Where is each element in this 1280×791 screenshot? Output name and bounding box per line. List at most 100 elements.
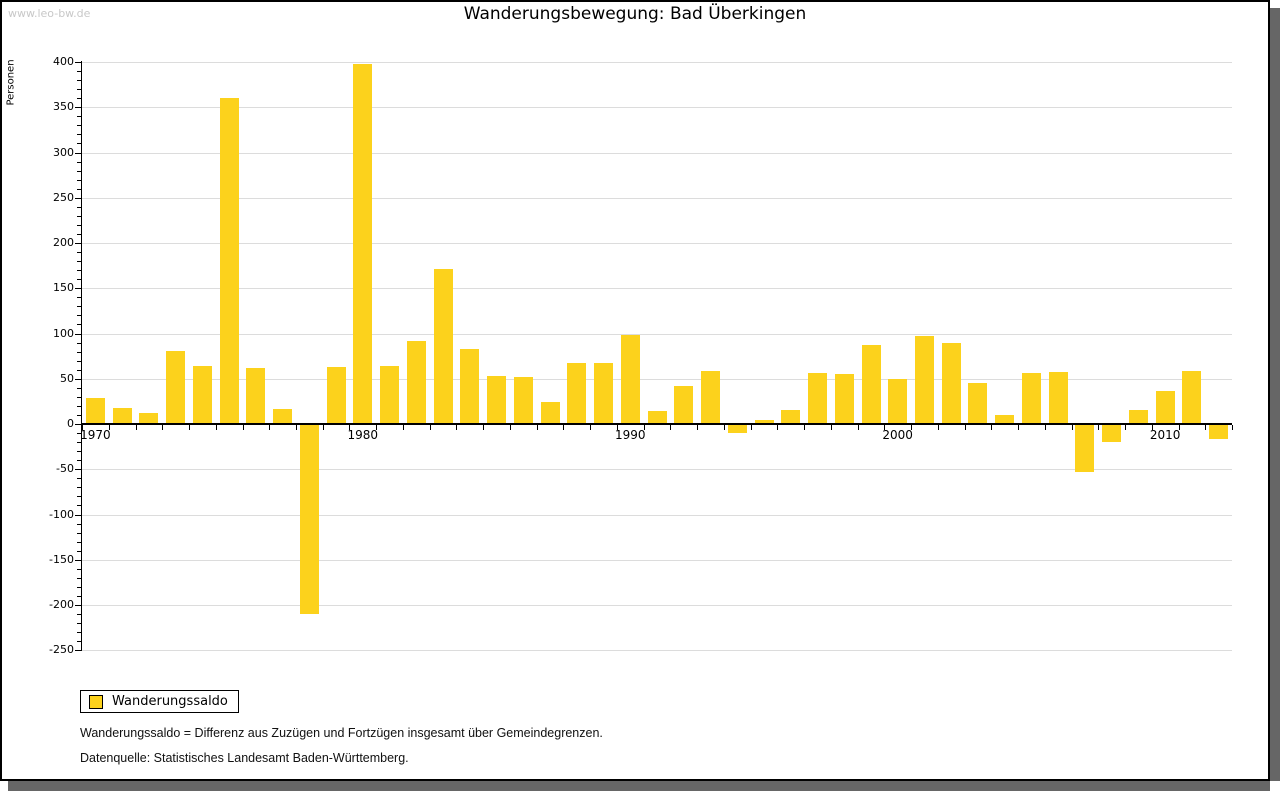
x-tick — [536, 425, 538, 430]
x-tick — [1098, 425, 1100, 430]
y-minor-tick — [77, 80, 81, 82]
bar-1992 — [674, 386, 694, 424]
bar-1988 — [567, 363, 587, 424]
y-minor-tick — [77, 614, 81, 615]
x-tick — [830, 425, 832, 430]
y-minor-tick — [77, 523, 81, 525]
x-tick — [189, 425, 190, 430]
x-axis-line — [81, 423, 1232, 425]
x-tick — [509, 425, 511, 430]
x-tick — [135, 425, 137, 430]
bar-1990 — [620, 335, 640, 424]
gridline — [82, 152, 1232, 154]
bar-2009 — [1128, 410, 1148, 424]
y-major-tick — [75, 650, 81, 652]
x-tick — [215, 425, 217, 430]
x-tick — [590, 425, 592, 430]
bar-1994 — [727, 424, 747, 434]
y-minor-tick — [77, 478, 81, 480]
bar-1995 — [754, 420, 774, 424]
y-tick-label: -100 — [49, 507, 74, 521]
y-tick-label: 350 — [53, 100, 74, 114]
x-tick — [162, 425, 164, 430]
bar-1986 — [513, 376, 533, 424]
legend: Wanderungssaldo — [80, 690, 239, 713]
bar-1979 — [326, 367, 346, 424]
bar-1975 — [219, 98, 239, 424]
y-major-tick — [75, 107, 81, 109]
x-tick — [964, 425, 966, 430]
bar-1984 — [460, 348, 480, 424]
y-major-tick — [75, 288, 81, 290]
y-tick-label: 150 — [53, 281, 74, 295]
y-tick-label: -250 — [49, 643, 74, 657]
y-minor-tick — [77, 541, 81, 543]
y-minor-tick — [77, 179, 81, 181]
y-tick-label: -150 — [49, 552, 74, 566]
bar-1981 — [380, 366, 400, 424]
y-minor-tick — [77, 116, 81, 118]
y-minor-tick — [77, 442, 81, 444]
gridline — [82, 559, 1232, 561]
y-minor-tick — [77, 161, 81, 163]
y-minor-tick — [77, 586, 81, 588]
y-major-tick — [75, 559, 81, 561]
x-tick — [429, 425, 431, 430]
y-minor-tick — [77, 306, 81, 308]
y-minor-tick — [77, 233, 81, 235]
y-minor-tick — [77, 270, 81, 272]
bar-1978 — [299, 424, 319, 615]
y-tick-label: 400 — [53, 55, 74, 68]
y-minor-tick — [77, 451, 81, 453]
x-tick-label-1970: 1970 — [80, 428, 111, 442]
y-axis-label: Personen — [5, 59, 17, 106]
bar-1989 — [594, 363, 613, 424]
y-minor-tick — [77, 487, 81, 489]
y-minor-tick — [77, 550, 81, 552]
legend-swatch-icon — [89, 694, 103, 709]
x-tick-label-2000: 2000 — [882, 428, 913, 442]
gridline — [82, 107, 1232, 109]
gridline — [82, 514, 1232, 516]
bar-2004 — [995, 414, 1015, 424]
x-tick — [296, 425, 297, 430]
y-minor-tick — [77, 596, 81, 597]
bar-1983 — [433, 269, 453, 424]
y-minor-tick — [77, 342, 81, 344]
y-major-tick — [75, 514, 81, 516]
x-tick — [697, 425, 699, 430]
y-tick-label: 50 — [60, 371, 74, 385]
x-tick — [884, 425, 886, 430]
y-minor-tick — [77, 143, 81, 145]
y-minor-tick — [77, 188, 81, 190]
y-minor-tick — [77, 568, 81, 570]
y-minor-tick — [77, 170, 81, 172]
x-tick — [1071, 425, 1073, 430]
footnote-source: Datenquelle: Statistisches Landesamt Bad… — [80, 751, 409, 765]
y-tick-label: 100 — [53, 326, 74, 340]
y-minor-tick — [77, 577, 81, 579]
y-minor-tick — [77, 134, 81, 136]
bar-2003 — [968, 383, 988, 424]
x-tick — [857, 425, 859, 430]
y-minor-tick — [77, 405, 81, 407]
x-tick — [670, 425, 672, 430]
y-minor-tick — [77, 360, 81, 362]
y-minor-tick — [77, 98, 81, 100]
gridline — [82, 62, 1232, 63]
y-minor-tick — [77, 396, 81, 398]
y-minor-tick — [77, 460, 81, 462]
y-minor-tick — [77, 641, 81, 643]
footnote-definition: Wanderungssaldo = Differenz aus Zuzügen … — [80, 726, 603, 740]
x-tick — [1125, 425, 1126, 430]
frame-shadow-right — [1270, 8, 1280, 781]
y-minor-tick — [77, 324, 81, 326]
x-tick — [82, 425, 83, 430]
y-minor-tick — [77, 71, 81, 73]
bar-2007 — [1075, 424, 1095, 472]
y-major-tick — [75, 333, 81, 335]
x-tick — [777, 425, 779, 430]
x-tick — [242, 425, 244, 430]
gridline — [82, 333, 1232, 335]
